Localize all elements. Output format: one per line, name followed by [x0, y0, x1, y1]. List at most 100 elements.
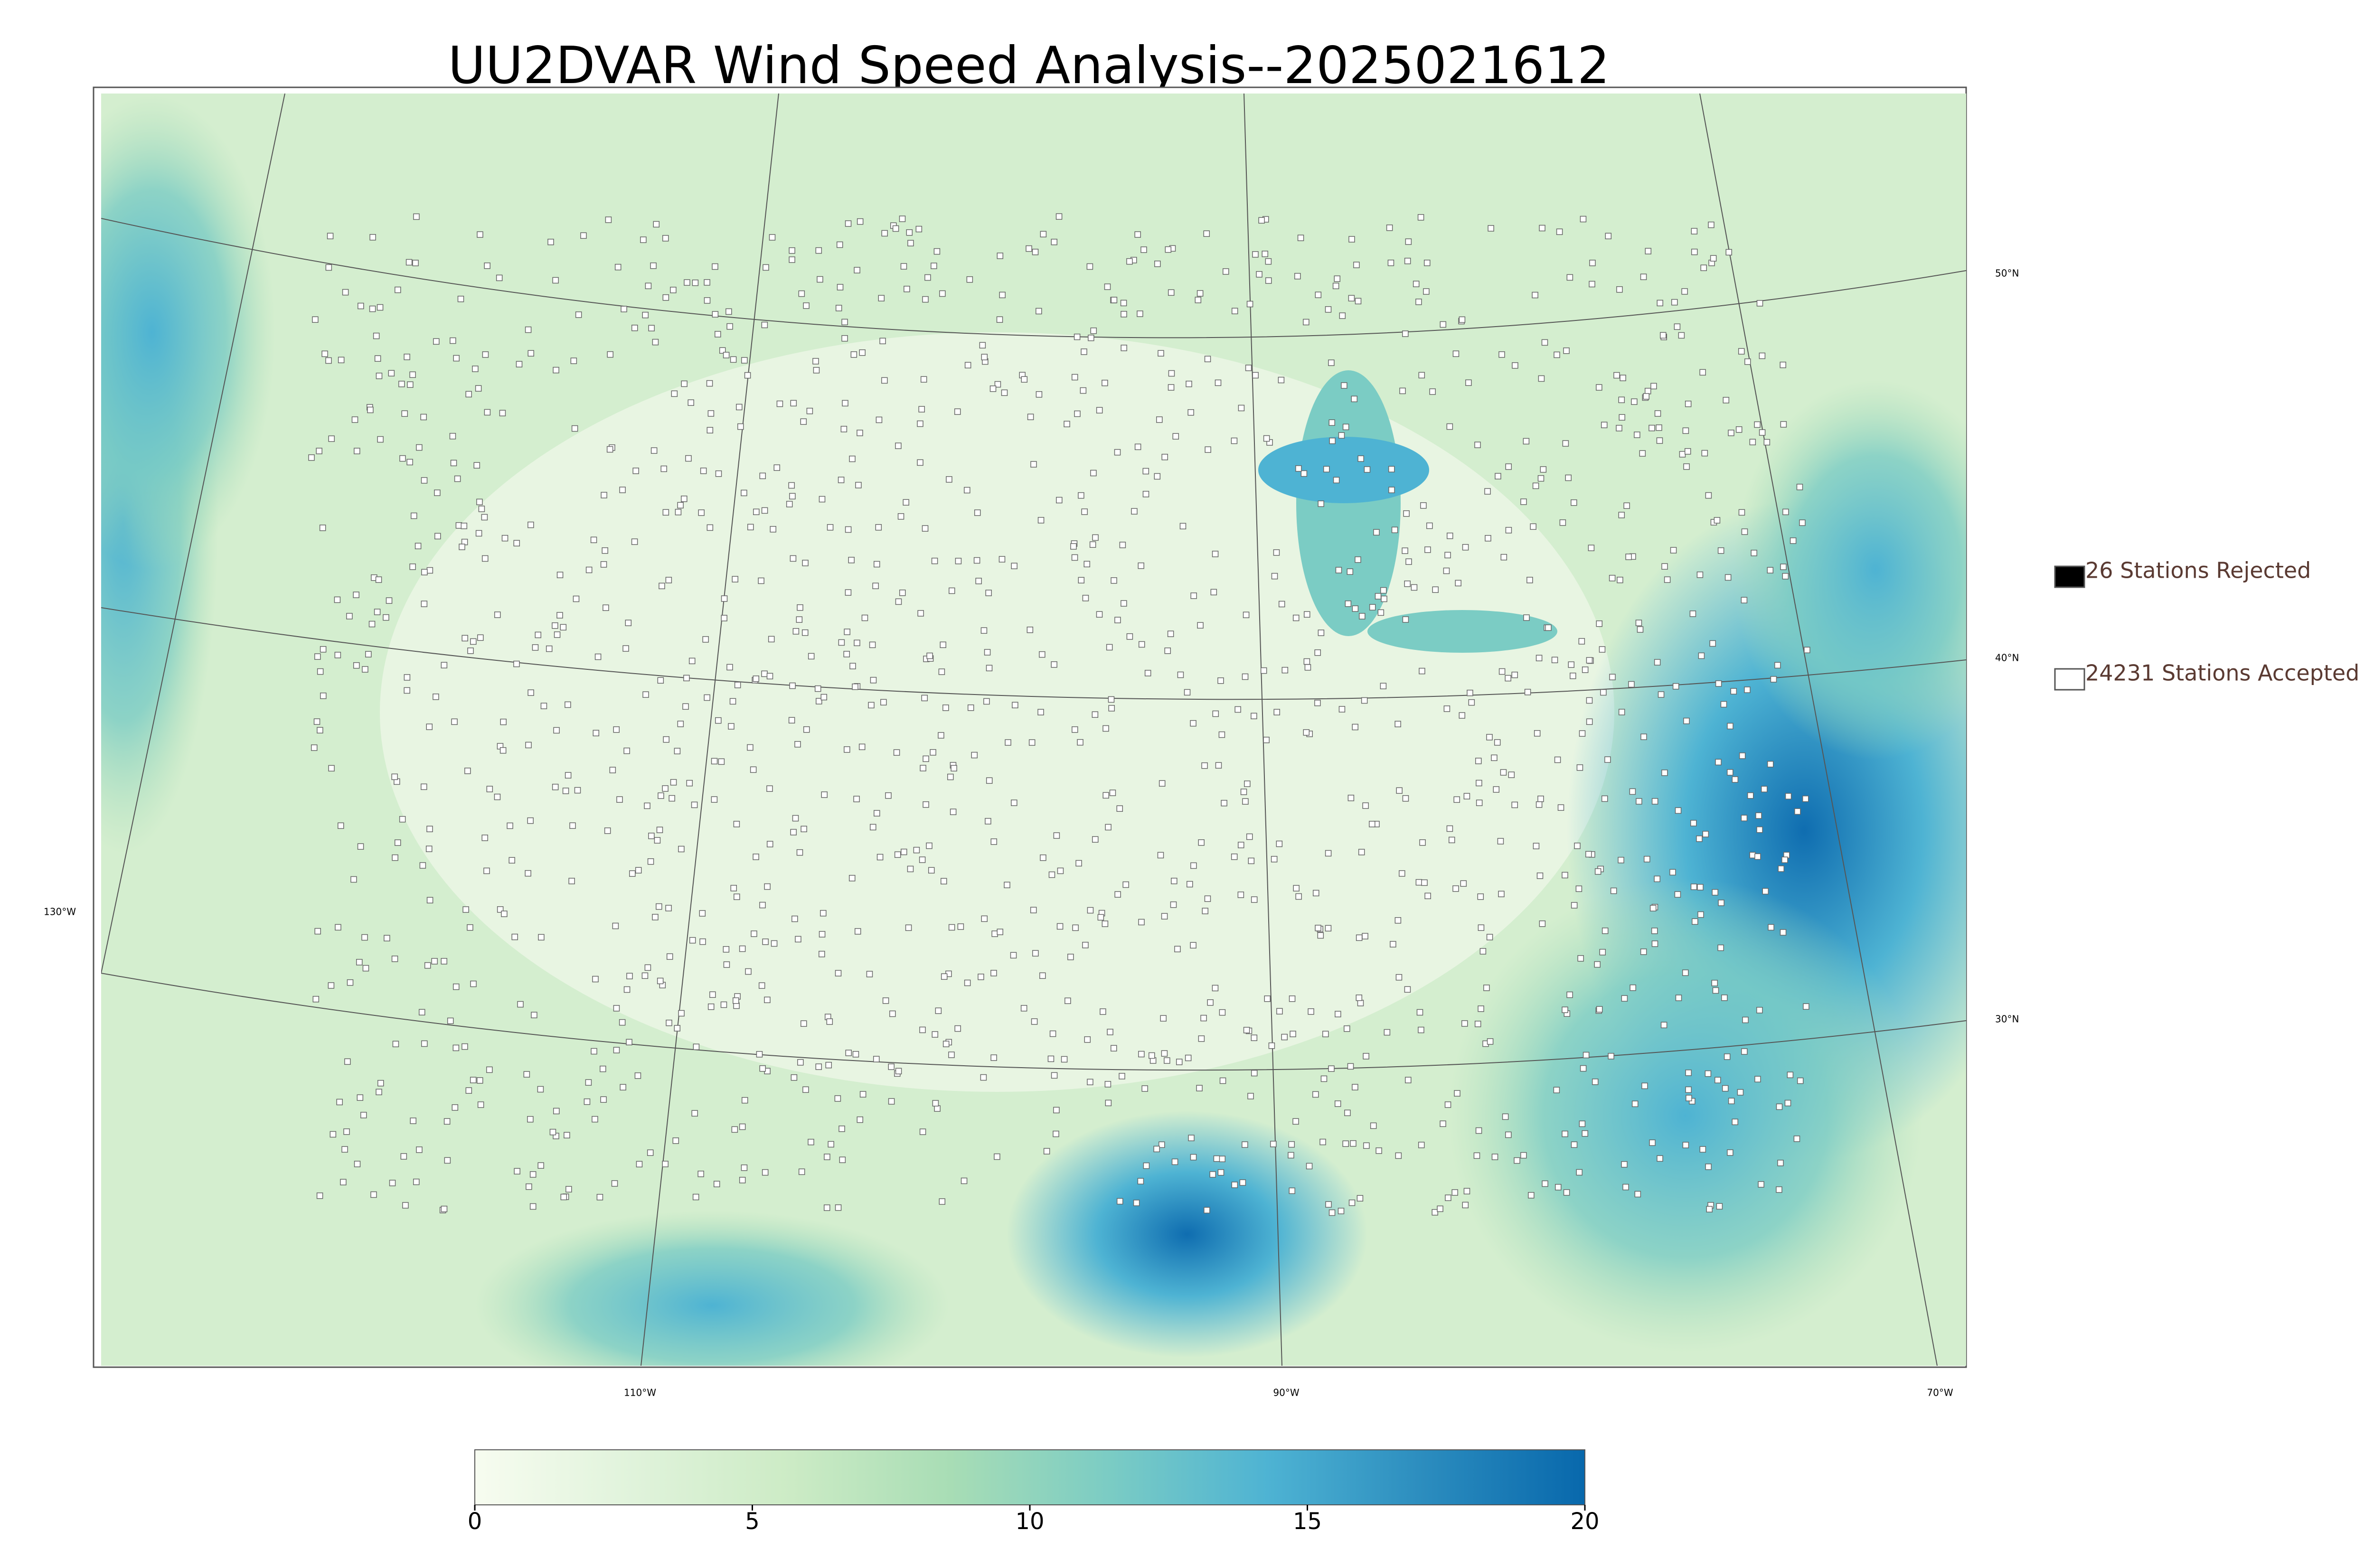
- station-marker: [726, 323, 733, 330]
- station-marker: [1418, 372, 1425, 379]
- station-marker: [923, 801, 929, 808]
- station-marker: [848, 557, 855, 563]
- station-marker: [401, 410, 408, 417]
- station-marker: [1649, 905, 1657, 911]
- station-marker: [650, 447, 658, 454]
- colorbar-tick-label: 10: [1015, 1508, 1044, 1535]
- station-marker: [320, 692, 327, 699]
- station-marker: [1273, 709, 1280, 715]
- station-marker: [711, 758, 718, 765]
- station-marker: [1498, 668, 1506, 675]
- station-marker: [1370, 1122, 1377, 1129]
- station-marker: [712, 311, 719, 318]
- station-marker: [316, 448, 322, 454]
- station-marker: [753, 508, 760, 516]
- station-marker: [320, 646, 327, 653]
- station-marker: [613, 1005, 620, 1012]
- station-marker: [934, 1105, 941, 1112]
- station-marker: [895, 442, 902, 449]
- station-marker: [611, 1180, 618, 1187]
- station-marker: [859, 1091, 867, 1098]
- station-marker: [1443, 567, 1450, 574]
- station-marker: [1631, 1100, 1639, 1108]
- station-marker: [1620, 375, 1626, 381]
- station-marker: [720, 1001, 727, 1008]
- station-marker: [1074, 410, 1081, 417]
- station-marker: [769, 234, 776, 241]
- pacific-south: [475, 1211, 950, 1366]
- station-marker: [546, 645, 553, 652]
- station-marker: [652, 338, 659, 346]
- station-marker: [1601, 795, 1608, 802]
- station-marker: [671, 390, 678, 397]
- station-marker: [1373, 529, 1380, 536]
- station-marker: [1505, 527, 1512, 534]
- station-marker: [1724, 1053, 1731, 1060]
- station-marker: [501, 911, 508, 917]
- station-marker: [600, 561, 607, 568]
- station-marker: [1444, 552, 1451, 559]
- station-marker: [1571, 499, 1577, 506]
- lon-label: 70°W: [1927, 1387, 1953, 1399]
- station-marker: [1453, 796, 1460, 803]
- station-marker: [500, 718, 507, 725]
- station-marker: [538, 934, 545, 941]
- station-marker: [1328, 1065, 1335, 1072]
- station-marker: [1270, 1141, 1277, 1147]
- station-marker: [955, 558, 962, 564]
- station-marker: [1381, 595, 1387, 602]
- station-marker: [600, 1065, 606, 1072]
- station-marker: [1520, 498, 1527, 505]
- station-marker: [375, 576, 382, 583]
- station-marker: [601, 492, 607, 498]
- gulf: [1007, 1111, 1367, 1358]
- station-marker: [973, 557, 980, 564]
- station-marker: [1048, 871, 1055, 878]
- station-marker: [457, 296, 464, 302]
- station-marker: [357, 1094, 364, 1101]
- station-marker: [409, 563, 416, 570]
- station-marker: [1355, 298, 1362, 305]
- station-marker: [1106, 644, 1113, 651]
- station-marker: [554, 631, 561, 638]
- station-marker: [1212, 710, 1219, 717]
- station-marker: [889, 1010, 896, 1017]
- station-marker: [1352, 605, 1359, 612]
- station-marker: [1738, 509, 1745, 516]
- station-marker: [486, 786, 493, 792]
- station-marker: [1774, 662, 1781, 669]
- station-marker: [935, 1007, 942, 1014]
- station-marker: [1242, 673, 1249, 680]
- station-marker: [923, 755, 929, 762]
- station-marker: [605, 216, 612, 223]
- station-marker: [1594, 961, 1601, 968]
- station-marker: [1399, 870, 1405, 877]
- station-marker: [525, 742, 532, 749]
- station-marker: [941, 878, 947, 884]
- station-marker: [569, 822, 576, 829]
- station-marker: [1664, 576, 1671, 583]
- station-marker: [1328, 1209, 1336, 1216]
- station-marker: [1242, 1141, 1248, 1148]
- station-marker: [596, 1194, 603, 1201]
- station-marker: [1011, 799, 1017, 806]
- station-marker: [552, 622, 558, 629]
- station-marker: [1699, 369, 1706, 376]
- legend-label: 26 Stations Rejected: [2085, 558, 2311, 583]
- station-marker: [917, 459, 923, 466]
- station-marker: [1334, 1100, 1341, 1107]
- station-marker: [426, 897, 433, 903]
- station-marker: [691, 1110, 698, 1117]
- station-marker: [1020, 1005, 1027, 1012]
- station-marker: [1755, 812, 1762, 819]
- station-marker: [623, 747, 630, 754]
- station-marker: [1078, 492, 1084, 499]
- station-marker: [1643, 393, 1649, 400]
- station-marker: [1153, 1145, 1160, 1153]
- station-marker: [1262, 251, 1268, 257]
- station-marker: [845, 220, 852, 227]
- station-marker: [645, 282, 652, 290]
- station-marker: [377, 1080, 384, 1087]
- station-marker: [1579, 1120, 1586, 1127]
